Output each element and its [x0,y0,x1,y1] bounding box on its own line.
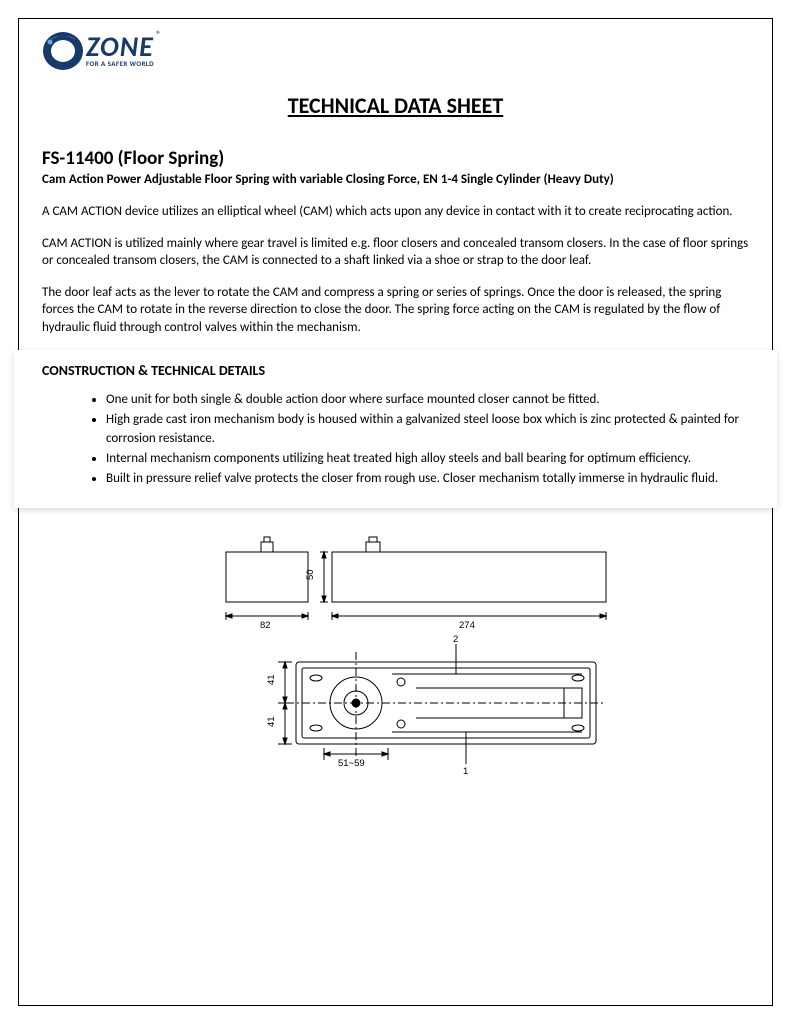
registered-icon: ® [156,28,161,41]
content-area: ZONE FOR A SAFER WORLD ® TECHNICAL DATA … [42,30,749,802]
construction-section: CONSTRUCTION & TECHNICAL DETAILS One uni… [14,350,777,508]
section-heading: CONSTRUCTION & TECHNICAL DETAILS [42,362,749,379]
dim-41-bottom: 41 [266,717,277,728]
description-para-1: A CAM ACTION device utilizes an elliptic… [42,203,749,221]
brand-logo: ZONE FOR A SAFER WORLD ® [42,30,749,72]
dim-slot: 51~59 [338,758,365,769]
logo-tagline: FOR A SAFER WORLD [86,59,154,68]
product-code: FS-11400 (Floor Spring) [42,147,749,170]
page-title: TECHNICAL DATA SHEET [42,92,749,119]
list-item: Built in pressure relief valve protects … [106,470,739,488]
dim-41-top: 41 [266,675,277,686]
list-item: One unit for both single & double action… [106,391,739,409]
list-item: High grade cast iron mechanism body is h… [106,411,739,447]
dim-274: 274 [459,620,475,631]
product-subtitle: Cam Action Power Adjustable Floor Spring… [42,172,749,187]
ref-1: 1 [463,766,468,777]
ref-2: 2 [453,634,458,645]
dim-50: 50 [305,570,316,581]
logo-brand-text: ZONE [86,34,154,59]
logo-o-icon [42,30,84,72]
technical-diagram: 82 50 274 41 41 51~59 2 1 [42,532,749,802]
description-para-2: CAM ACTION is utilized mainly where gear… [42,235,749,270]
details-list: One unit for both single & double action… [42,391,749,488]
dim-82: 82 [260,620,271,631]
description-para-3: The door leaf acts as the lever to rotat… [42,284,749,337]
list-item: Internal mechanism components utilizing … [106,450,739,468]
logo-text-wrap: ZONE FOR A SAFER WORLD [86,34,154,68]
